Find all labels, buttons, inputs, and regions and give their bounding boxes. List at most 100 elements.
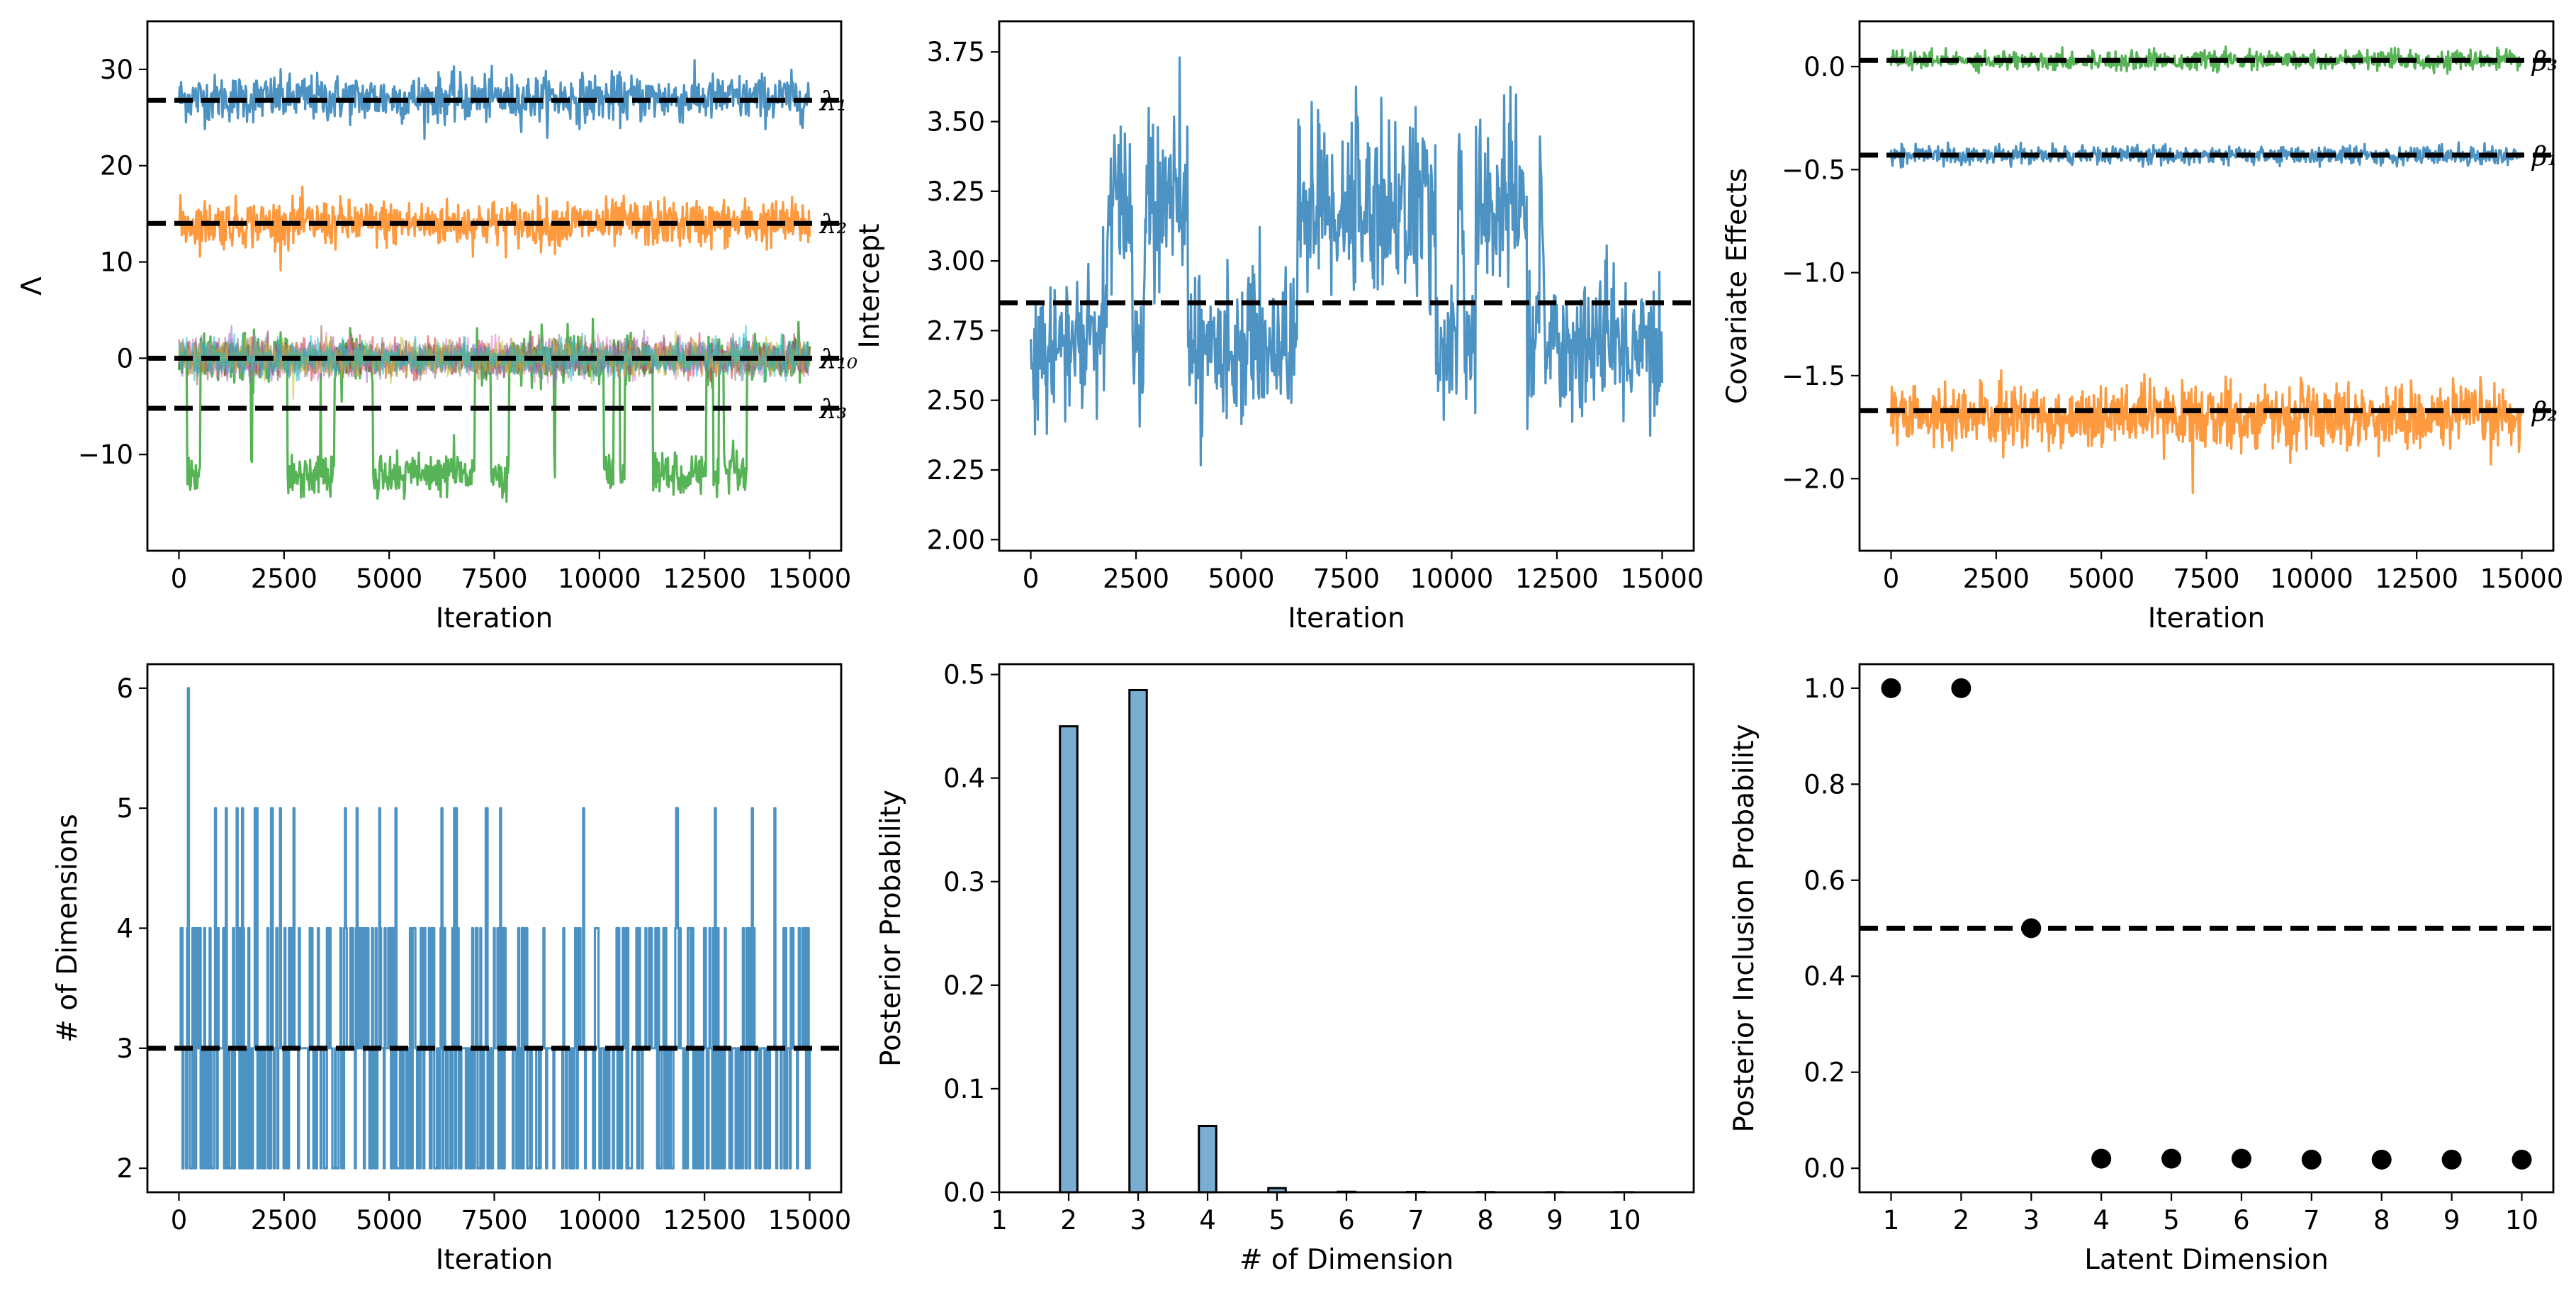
annotation-lambda2: λ₂: [819, 209, 847, 240]
x-axis-label: Latent Dimension: [2084, 1244, 2329, 1276]
x-tick-label: 2500: [251, 564, 317, 594]
y-tick-label: 0.0: [943, 1177, 985, 1208]
x-tick-label: 0: [171, 564, 188, 594]
x-tick-label: 5000: [1208, 564, 1274, 594]
y-tick-label: −10: [78, 439, 133, 470]
x-tick-label: 3: [1130, 1205, 1147, 1235]
axes-frame: [998, 663, 1695, 1194]
x-tick-label: 10000: [558, 1205, 641, 1235]
trace-beta2: [1889, 369, 2524, 494]
axes-frame: [1858, 663, 2555, 1194]
y-tick-label: 1.0: [1804, 673, 1845, 704]
x-tick-label: 0: [1883, 564, 1900, 594]
point-dimension-9: [2441, 1149, 2462, 1170]
y-axis-label: Posterior Inclusion Probability: [1728, 724, 1760, 1132]
y-tick-label: 2: [116, 1153, 133, 1184]
y-tick-label: 2.25: [927, 455, 985, 486]
x-tick-label: 2500: [1963, 564, 2030, 594]
y-tick-label: 0.0: [1804, 1153, 1845, 1184]
y-axis-label: Λ: [16, 276, 48, 296]
y-tick-label: 3.25: [927, 176, 985, 207]
x-tick-label: 0: [1023, 564, 1040, 594]
axes-frame: [998, 20, 1695, 552]
annotation-beta3: β₃: [2531, 46, 2558, 77]
x-tick-label: 7500: [1313, 564, 1380, 594]
y-tick-label: 0.4: [1804, 961, 1845, 992]
y-tick-label: 0.0: [1804, 52, 1845, 82]
plot-area: [999, 56, 1694, 466]
bar-dimension-2: [1059, 725, 1079, 1194]
y-axis-label: Intercept: [854, 223, 886, 348]
point-dimension-1: [1881, 678, 1901, 698]
x-tick-label: 15000: [768, 564, 852, 594]
x-tick-label: 7500: [461, 1205, 527, 1235]
x-tick-label: 3: [2023, 1205, 2040, 1235]
plot-area: [1059, 689, 1634, 1194]
y-axis-label: Posterior Probability: [875, 790, 907, 1067]
x-tick-label: 7: [1407, 1205, 1424, 1235]
x-tick-label: 0: [171, 1205, 188, 1235]
y-tick-label: 2.00: [927, 525, 985, 555]
x-tick-label: 12500: [663, 1205, 746, 1235]
annotation-lambda10: λ₁₀: [819, 344, 857, 374]
point-dimension-4: [2091, 1148, 2112, 1169]
x-tick-label: 1: [1883, 1205, 1900, 1235]
x-tick-label: 2500: [251, 1205, 317, 1235]
plot-area: [147, 687, 841, 1170]
point-dimension-7: [2301, 1149, 2322, 1170]
x-tick-label: 5: [2163, 1205, 2180, 1235]
y-tick-label: 3.00: [927, 246, 985, 276]
y-tick-label: 5: [116, 793, 133, 824]
annotation-beta2: β₂: [2531, 396, 2558, 427]
y-tick-label: 2.75: [927, 315, 985, 346]
panel-c: 0 2500 5000 7500 10000 12500 15000 −2.0 −1.5 −1.0…: [1721, 20, 2563, 634]
trace-beta3: [1889, 45, 2523, 75]
x-tick-label: 10: [2505, 1205, 2538, 1235]
y-tick-label: 0.2: [1804, 1058, 1845, 1088]
y-tick-label: 3.50: [927, 107, 985, 138]
y-tick-label: −1.5: [1782, 361, 1845, 391]
point-dimension-3: [2021, 918, 2042, 938]
y-tick-label: −1.0: [1782, 258, 1845, 288]
plot-area: [1860, 45, 2553, 494]
y-axis-label: Covariate Effects: [1721, 168, 1753, 404]
y-tick-label: −2.0: [1782, 464, 1845, 494]
point-dimension-2: [1951, 678, 1972, 698]
x-axis-label: Iteration: [436, 603, 553, 634]
point-dimension-6: [2231, 1148, 2251, 1169]
x-tick-label: 10000: [1410, 564, 1494, 594]
x-tick-label: 15000: [768, 1205, 852, 1235]
y-tick-label: 6: [116, 673, 133, 704]
trace-intercept: [1029, 56, 1664, 466]
x-tick-label: 2500: [1103, 564, 1169, 594]
x-axis-label: Iteration: [2148, 603, 2265, 634]
y-tick-label: 0.1: [943, 1074, 985, 1104]
x-tick-label: 10: [1607, 1205, 1641, 1235]
x-tick-label: 7500: [2173, 564, 2239, 594]
y-tick-label: 0.8: [1804, 769, 1845, 800]
x-tick-label: 4: [1199, 1205, 1216, 1235]
x-tick-label: 5: [1269, 1205, 1286, 1235]
x-tick-label: 6: [1338, 1205, 1355, 1235]
point-dimension-10: [2512, 1149, 2532, 1170]
bar-dimension-4: [1198, 1125, 1217, 1194]
y-tick-label: 4: [116, 914, 133, 944]
x-tick-label: 7500: [461, 564, 527, 594]
x-axis-label: Iteration: [436, 1244, 553, 1276]
trace-dimensions: [179, 687, 811, 1170]
x-tick-label: 7: [2303, 1205, 2320, 1235]
bar-dimension-3: [1128, 689, 1148, 1194]
annotation-lambda3: λ₃: [819, 394, 847, 425]
x-axis-label: # of Dimension: [1239, 1244, 1453, 1276]
x-tick-label: 8: [1477, 1205, 1494, 1235]
point-dimension-8: [2371, 1149, 2392, 1170]
axes-frame: [146, 20, 843, 552]
x-axis-label: Iteration: [1288, 603, 1405, 634]
y-tick-label: 0.3: [943, 867, 985, 897]
axes-frame: [1858, 20, 2555, 552]
y-tick-label: 3: [116, 1033, 133, 1064]
panel-d: 0 2500 5000 7500 10000 12500 15000 2 3 4 5 6 Iterati…: [52, 663, 852, 1276]
panel-b: 0 2500 5000 7500 10000 12500 15000 2.00 2.25 2.50…: [854, 20, 1704, 634]
panel-e: 1 2 3 4 5 6 7 8 9 10 0.0 0.1 0.2 0.3 0.4 0.5 # of Dimens…: [875, 660, 1695, 1276]
